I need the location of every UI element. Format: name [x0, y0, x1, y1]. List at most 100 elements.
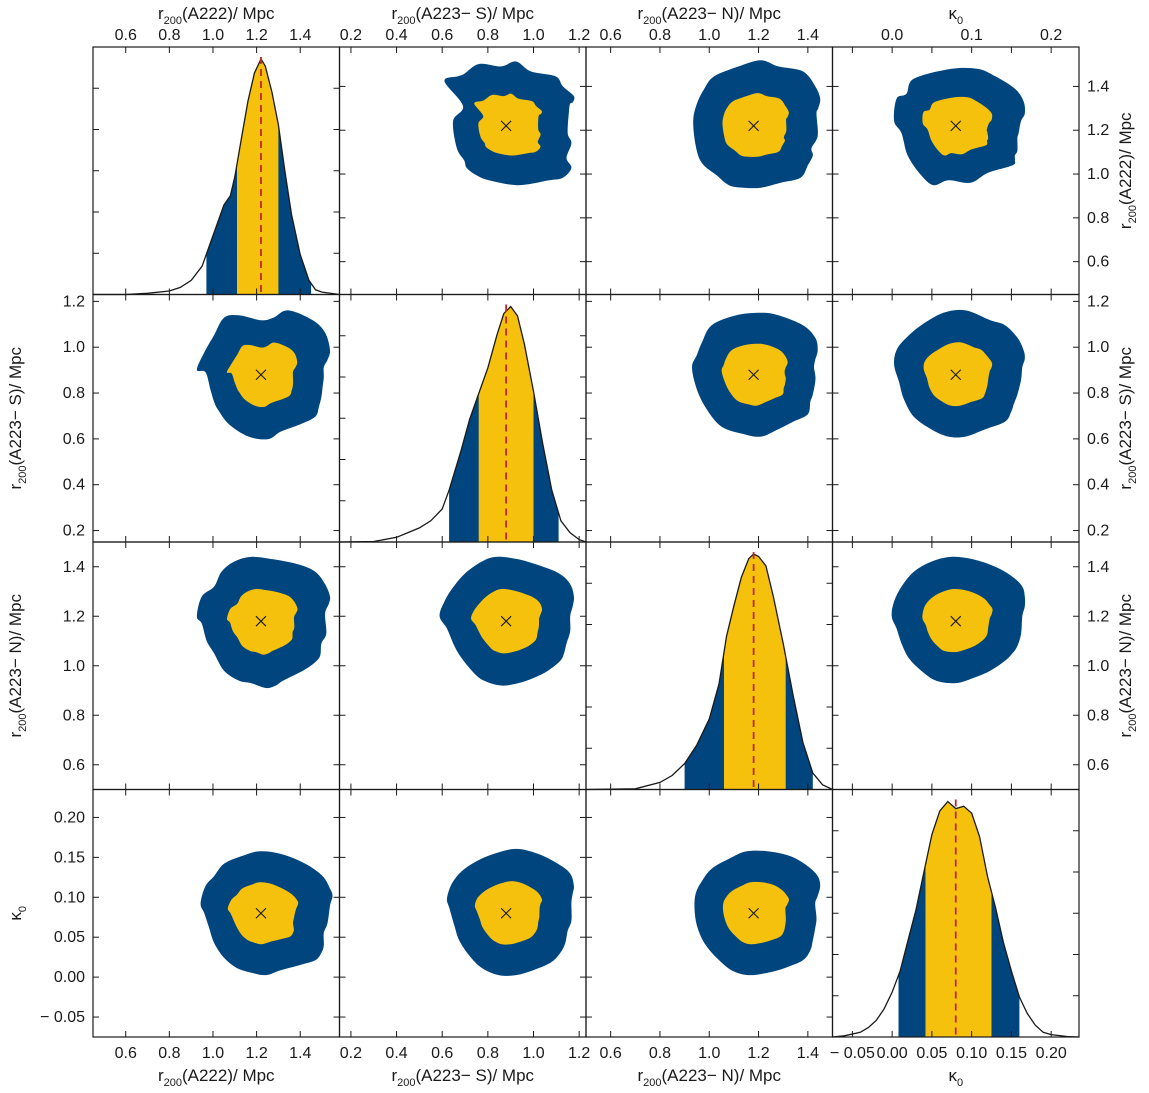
bottom-tick-label: 1.2 — [568, 1045, 590, 1062]
axis-label-rest: (A223− S)/ Mpc — [415, 1066, 534, 1085]
left-tick-label: 0.4 — [63, 477, 85, 494]
contour-panel-1-0 — [196, 310, 331, 440]
top-tick-label: 1.2 — [245, 27, 267, 44]
left-tick-label: 1.0 — [63, 339, 85, 356]
top-axis-label-0: r200(A222)/ Mpc — [158, 4, 275, 27]
top-tick-label: 1.2 — [747, 27, 769, 44]
right-tick-label: 0.6 — [1087, 757, 1109, 774]
axis-label-rest: (A223− N)/ Mpc — [1116, 593, 1135, 713]
posterior-curve-1 — [339, 305, 587, 543]
contour-panel-1-3 — [894, 309, 1025, 438]
top-tick-label: 0.1 — [961, 27, 983, 44]
axis-label-sub: 0 — [957, 1077, 963, 1089]
left-tick-label: 0.6 — [63, 757, 85, 774]
axis-label-sub: 0 — [17, 906, 29, 912]
contour-68-2-3 — [922, 588, 993, 653]
contour-panel-2-3 — [891, 556, 1026, 684]
contour-68-3-0 — [227, 882, 299, 945]
right-tick-label: 1.0 — [1087, 166, 1109, 183]
bottom-tick-label: 1.0 — [202, 1045, 224, 1062]
axis-label-main: r — [1116, 732, 1135, 738]
contour-68-1-2 — [721, 343, 788, 406]
axis-label-sub: 200 — [643, 1077, 661, 1089]
contour-68-0-2 — [722, 93, 789, 158]
bottom-tick-label: 0.8 — [477, 1045, 499, 1062]
y-axis-label-left-1: r200(A223− S)/ Mpc — [6, 346, 29, 489]
axis-labels: 0.6 0.8 1.0 1.2 1.4 0.6 0.8 1.0 1.2 1.4 0.2 0.4 0.6 0… — [6, 4, 1139, 1089]
top-tick-label: 0.6 — [115, 27, 137, 44]
contour-68-3-1 — [474, 881, 543, 945]
median-marker-0-3 — [950, 120, 962, 132]
right-tick-label: 1.2 — [1087, 608, 1109, 625]
credible-region-68-3 — [925, 801, 992, 1037]
posterior-curve-0 — [93, 57, 340, 296]
right-tick-label: 0.8 — [1087, 210, 1109, 227]
contour-panel-1-2 — [692, 312, 818, 437]
x-axis-label-1: r200(A223− S)/ Mpc — [391, 1066, 534, 1089]
x-axis-label-0: r200(A222)/ Mpc — [158, 1066, 275, 1089]
panel-grid — [93, 57, 1080, 1038]
contour-68-1-3 — [923, 342, 993, 407]
median-marker-0-1 — [500, 120, 512, 132]
right-tick-label: 1.0 — [1087, 658, 1109, 675]
axis-label-main: r — [6, 732, 25, 738]
top-tick-label: 1.0 — [522, 27, 544, 44]
contour-panel-3-0 — [200, 851, 333, 976]
figure-frame — [92, 46, 1080, 1038]
y-axis-label-left-2: r200(A223− N)/ Mpc — [6, 593, 29, 737]
axis-label-rest: (A223− S)/ Mpc — [415, 4, 534, 23]
contour-68-1-0 — [226, 342, 298, 408]
right-tick-label: 0.2 — [1087, 523, 1109, 540]
axis-label-rest: (A223− N)/ Mpc — [662, 1066, 782, 1085]
median-marker-0-2 — [748, 120, 760, 132]
axis-label-main: r — [158, 4, 164, 23]
bottom-tick-label: 0.6 — [431, 1045, 453, 1062]
bottom-tick-label: 1.2 — [245, 1045, 267, 1062]
bottom-tick-label: 0.2 — [340, 1045, 362, 1062]
axis-label-rest: (A222)/ Mpc — [182, 1066, 275, 1085]
right-tick-label: 0.8 — [1087, 385, 1109, 402]
median-marker-2-1 — [500, 615, 512, 627]
y-axis-label-right-0: r200(A222)/ Mpc — [1116, 112, 1139, 229]
median-marker-2-3 — [950, 615, 962, 627]
axis-label-main: r — [6, 484, 25, 490]
left-tick-label: − 0.05 — [40, 1009, 85, 1026]
marginal-panel-2 — [585, 552, 833, 791]
axis-label-sub: 200 — [164, 1077, 182, 1089]
axis-label-rest: (A222)/ Mpc — [1116, 112, 1135, 205]
left-tick-label: 0.2 — [63, 523, 85, 540]
right-tick-label: 1.4 — [1087, 559, 1109, 576]
right-tick-label: 1.2 — [1087, 293, 1109, 310]
top-tick-label: 0.0 — [881, 27, 903, 44]
left-tick-label: 1.4 — [63, 559, 85, 576]
axis-label-rest: (A222)/ Mpc — [182, 4, 275, 23]
right-tick-label: 0.4 — [1087, 477, 1109, 494]
median-marker-1-0 — [255, 369, 267, 381]
right-tick-label: 0.8 — [1087, 707, 1109, 724]
top-tick-label: 0.8 — [477, 27, 499, 44]
axis-label-main: κ — [948, 1066, 957, 1085]
top-tick-label: 0.2 — [1040, 27, 1062, 44]
axis-label-sub: 200 — [397, 15, 415, 27]
axis-label-sub: 200 — [17, 713, 29, 731]
contour-68-0-3 — [922, 96, 993, 156]
bottom-tick-label: 0.8 — [158, 1045, 180, 1062]
bottom-tick-label: 1.0 — [698, 1045, 720, 1062]
axis-label-main: r — [158, 1066, 164, 1085]
axis-label-main: r — [1116, 484, 1135, 490]
left-tick-label: 0.6 — [63, 431, 85, 448]
axis-label-rest: (A223− S)/ Mpc — [6, 346, 25, 465]
top-tick-label: 1.4 — [797, 27, 819, 44]
contour-panel-0-2 — [693, 60, 821, 189]
x-axis-label-3: κ0 — [948, 1066, 963, 1089]
left-tick-label: 0.05 — [54, 929, 85, 946]
axis-label-rest: (A223− N)/ Mpc — [6, 593, 25, 713]
credible-region-68-1 — [478, 306, 534, 542]
top-tick-label: 0.6 — [431, 27, 453, 44]
axis-label-main: r — [637, 1066, 643, 1085]
y-axis-label-left-3: κ0 — [6, 906, 29, 921]
axis-label-rest: (A223− N)/ Mpc — [662, 4, 782, 23]
axis-label-main: r — [391, 1066, 397, 1085]
left-tick-label: 1.0 — [63, 658, 85, 675]
bottom-tick-label: 0.20 — [1036, 1045, 1067, 1062]
